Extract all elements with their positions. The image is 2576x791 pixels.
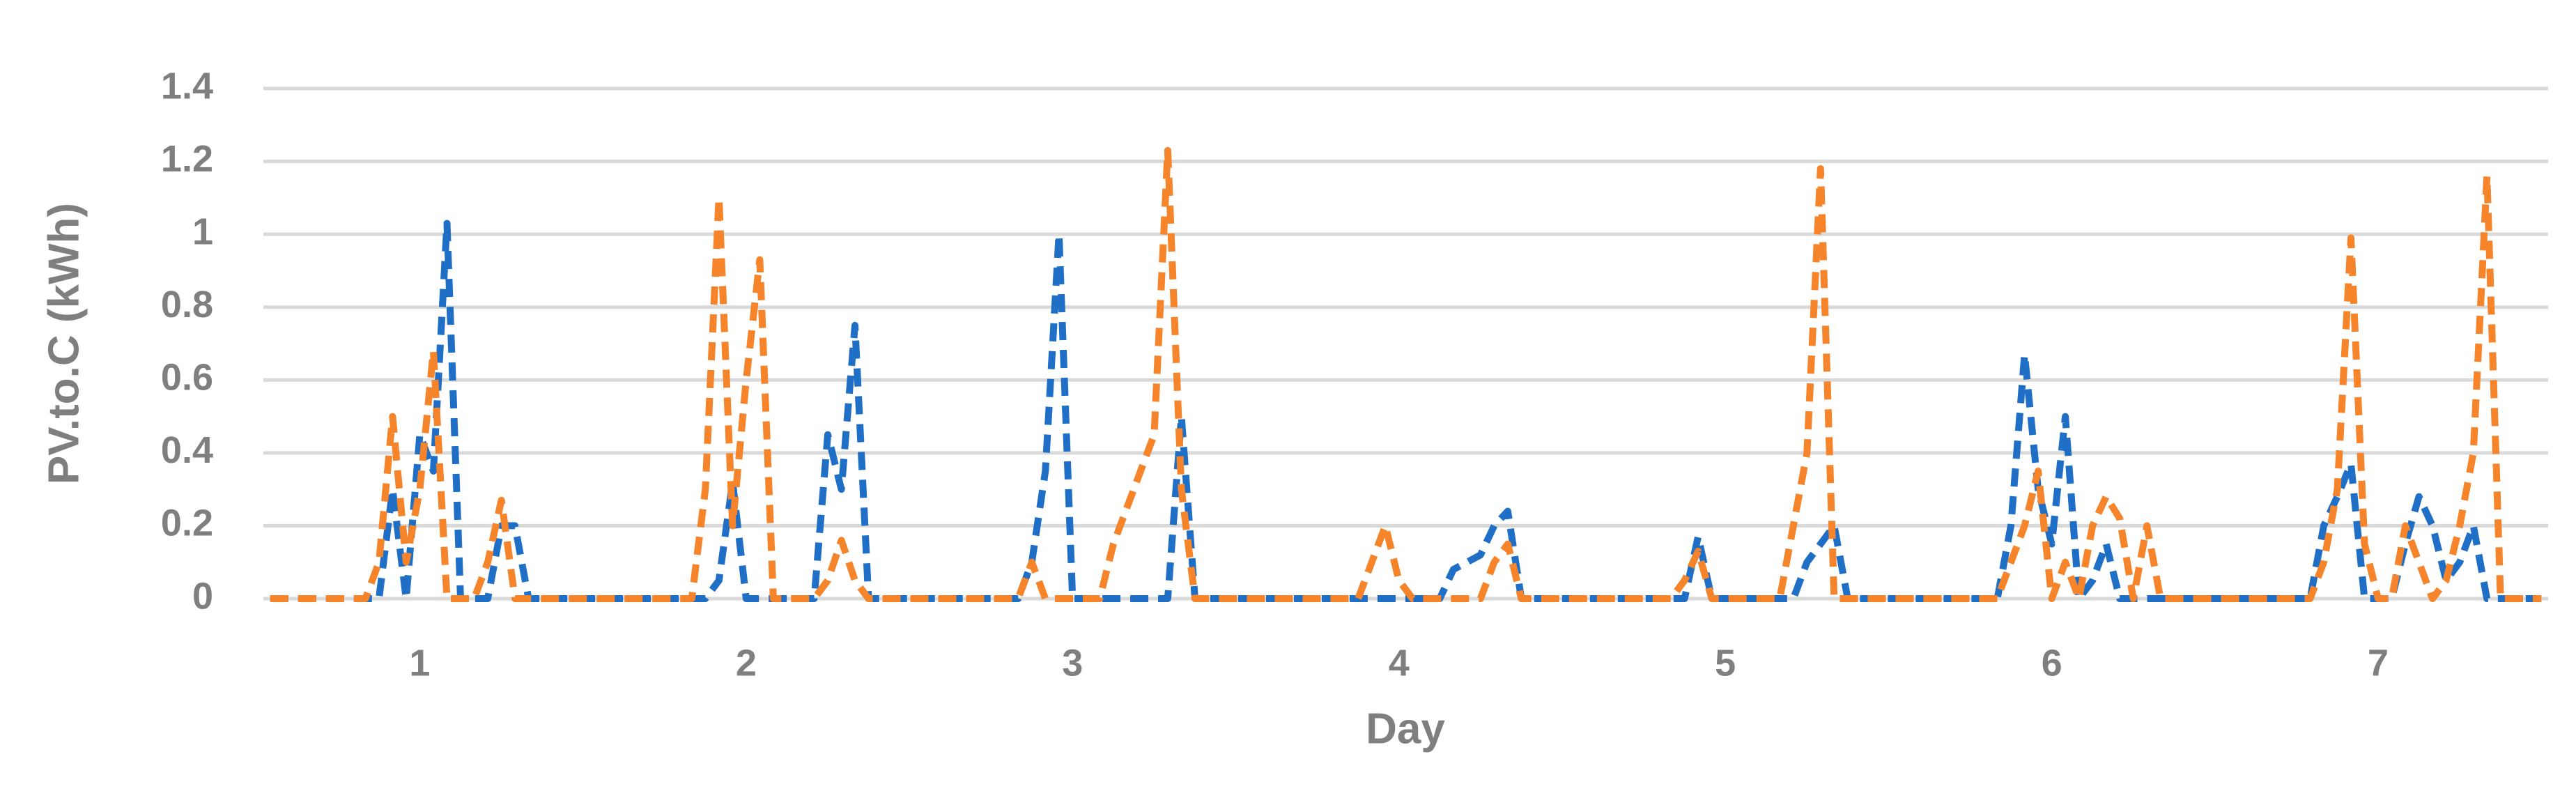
series-line (270, 220, 2542, 602)
x-tick-label: 5 (1715, 642, 1736, 684)
x-tick-label: 3 (1062, 642, 1083, 684)
y-tick-label: 0 (192, 575, 213, 617)
y-tick-label: 1.4 (161, 65, 213, 107)
x-tick-label: 1 (409, 642, 430, 684)
x-tick-label: 4 (1389, 642, 1410, 684)
x-tick-label: 7 (2368, 642, 2389, 684)
x-tick-label: 2 (736, 642, 757, 684)
x-axis-title: Day (1366, 705, 1445, 753)
series-line (270, 146, 2542, 602)
y-tick-label: 0.8 (161, 284, 213, 325)
y-tick-label: 1.2 (161, 138, 213, 180)
y-axis-title: PV.to.C (kWh) (40, 203, 88, 484)
x-tick-label: 6 (2042, 642, 2062, 684)
y-tick-label: 1 (192, 210, 213, 252)
y-tick-label: 0.4 (161, 429, 213, 471)
y-tick-label: 0.6 (161, 357, 213, 399)
y-tick-label: 0.2 (161, 502, 213, 544)
